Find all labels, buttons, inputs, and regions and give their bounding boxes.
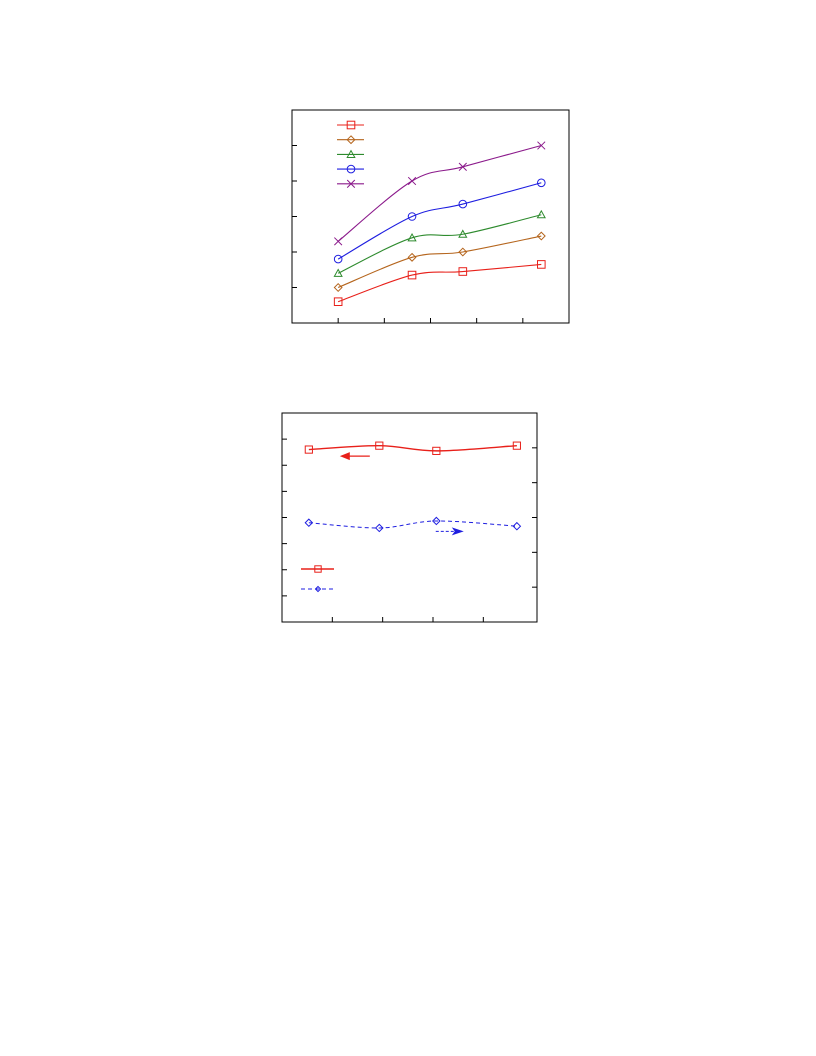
chart-1 (0, 0, 816, 360)
series-diamond (333, 231, 546, 293)
series-line (337, 214, 542, 274)
data-point (536, 231, 546, 241)
data-point (512, 521, 522, 531)
series-triangle (333, 209, 546, 277)
data-point (458, 267, 468, 276)
data-point (407, 176, 417, 186)
series-line (308, 520, 517, 529)
arrow-head (451, 527, 464, 536)
data-point (536, 209, 546, 219)
series-square (333, 260, 546, 306)
plot-frame (281, 412, 538, 623)
data-point (458, 229, 468, 238)
series-line (337, 235, 542, 289)
data-point (407, 232, 417, 242)
legend-marker (346, 164, 356, 174)
axis-arrow-left (339, 452, 370, 461)
legend-marker (346, 149, 356, 158)
data-point (375, 441, 384, 450)
data-point (334, 237, 343, 246)
series-line (337, 263, 542, 303)
chart-2 (0, 360, 816, 660)
chart-1-svg (291, 109, 570, 324)
legend-marker (346, 120, 356, 130)
data-point (333, 297, 343, 306)
series-circle (333, 178, 546, 264)
data-point (537, 260, 546, 269)
data-point (407, 212, 417, 221)
data-point (374, 523, 384, 533)
data-point (512, 441, 521, 450)
series-line (337, 144, 542, 242)
series-x (334, 141, 546, 246)
plot-frame (291, 109, 570, 324)
data-point (537, 141, 546, 150)
legend-marker (346, 135, 356, 145)
data-point (407, 270, 417, 280)
data-point (432, 446, 441, 455)
series-diamond (304, 516, 522, 533)
series-line (337, 182, 542, 260)
data-point (432, 516, 441, 526)
data-point (333, 254, 343, 264)
data-point (537, 178, 546, 188)
data-point (304, 445, 313, 454)
data-point (333, 268, 343, 277)
series-line (308, 444, 517, 452)
legend-marker (314, 565, 322, 573)
data-point (333, 282, 343, 293)
series-square (304, 441, 521, 455)
axis-arrow-right (435, 527, 464, 536)
data-point (458, 199, 468, 209)
data-point (458, 247, 468, 257)
chart-2-svg (281, 412, 538, 623)
legend-marker (346, 179, 356, 188)
data-point (304, 518, 314, 528)
data-point (407, 252, 417, 262)
arrow-head (339, 452, 350, 461)
legend-marker (314, 585, 322, 593)
data-point (458, 162, 467, 171)
